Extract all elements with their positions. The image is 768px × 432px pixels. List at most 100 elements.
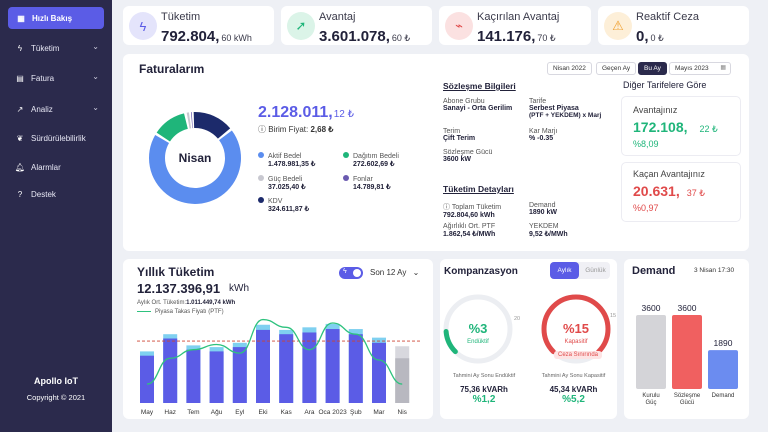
field-label: Kar Marjı [529, 128, 558, 135]
yearly-toggle[interactable]: ϟ [339, 267, 363, 279]
tab-monthly[interactable]: Aylık [550, 262, 579, 279]
ptf-legend-line [137, 310, 151, 313]
yearly-title: Yıllık Tüketim [137, 265, 215, 279]
chevron-down-icon: ⌄ [412, 268, 420, 277]
kpi-value: 3.601.078, 60 ₺ [319, 28, 410, 46]
legend-dot [258, 175, 264, 181]
tab-daily[interactable]: Günlük [585, 267, 606, 274]
monthly-average: Aylık Ort. Tüketim:1.011.449,74 kWh [137, 300, 235, 306]
kpi-value: 141.176, 70 ₺ [477, 28, 556, 46]
sidebar-item-label: Tüketim [31, 43, 60, 53]
x-tick-label: Haz [164, 409, 176, 416]
chevron-down-icon: ⌄ [92, 72, 99, 81]
legend-name: Fonlar [353, 176, 373, 183]
legend-dot [258, 197, 264, 203]
field-label: Ağırlıklı Ort. PTF [443, 223, 496, 230]
invoice-total-dec: 12 ₺ [333, 109, 355, 120]
x-tick-label: Tem [187, 409, 199, 416]
range-label: Son 12 Ay [370, 268, 407, 277]
period-date-picker[interactable]: Mayıs 2023 ▦ [669, 62, 731, 75]
advantage-value: 172.108, 22 ₺ [633, 119, 718, 137]
legend-dot [343, 152, 349, 158]
missed-pct: %0,97 [633, 203, 659, 213]
missed-label: Kaçan Avantajınız [633, 169, 705, 179]
demand-bar [672, 315, 702, 389]
sidebar-item-analysis[interactable]: ↗ Analiz ⌄ [0, 99, 112, 119]
period-last-month[interactable]: Geçen Ay [596, 62, 637, 75]
ptf-legend-label: Piyasa Takas Fiyatı (PTF) [155, 309, 224, 315]
contract-margin: Kar Marjı % -0.35 [529, 128, 609, 142]
donut-slice [149, 130, 241, 204]
ptf-line [146, 318, 403, 385]
warning-icon: ⚠︎ [604, 12, 632, 40]
contract-tariff: Tarife Serbest Piyasa (PTF + YEKDEM) x M… [529, 98, 619, 119]
x-tick-label: Nis [398, 409, 408, 416]
field-label: Terim [443, 128, 461, 135]
advantage-pct: %8,09 [633, 139, 659, 149]
sidebar-item-invoice[interactable]: ▤ Fatura ⌄ [0, 68, 112, 88]
chevron-down-icon: ⌄ [92, 42, 99, 51]
contract-title: Sözleşme Bilgileri [443, 81, 516, 91]
field-label: Toplam Tüketim [451, 204, 502, 211]
gauge-track [443, 294, 513, 364]
bolt-icon: ϟ [343, 268, 347, 275]
donut-slice [190, 112, 193, 129]
compensation-gauges: %3 Endüktif 20 %15 Kapasitif 15 [443, 294, 616, 364]
legend-value: 272.602,69 ₺ [353, 161, 395, 168]
info-icon: ⓘ [443, 204, 450, 211]
demand-card: Demand 3 Nisan 17:30 3600 Kurulu Güç 3600 Sö… [624, 259, 749, 419]
field-label: Sözleşme Gücü [443, 149, 493, 156]
legend-dot [258, 152, 264, 158]
compensation-title: Kompanzasyon [444, 266, 518, 277]
kpi-reactive-card: ⚠︎ Reaktif Ceza 0, 0 ₺ [598, 6, 749, 45]
details-yekdem: YEKDEM 9,52 ₺/MWh [529, 223, 609, 238]
donut-slice [156, 113, 188, 142]
consumption-bar [325, 329, 340, 403]
sidebar-item-label: Sürdürülebilirlik [31, 133, 86, 143]
invoice-total: 2.128.011,12 ₺ [258, 104, 354, 122]
legend-item: Güç Bedeli 37.025,40 ₺ [258, 175, 338, 191]
consumption-bar [186, 349, 201, 403]
copyright: Copyright © 2021 [26, 393, 86, 402]
kpi-value-main: 141.176, [477, 28, 536, 45]
sidebar-item-consumption[interactable]: ϟ Tüketim ⌄ [0, 38, 112, 58]
demand-title: Demand [632, 265, 676, 277]
invoice-donut-chart: Nisan [149, 112, 241, 204]
period-prev-year[interactable]: Nisan 2022 [547, 62, 592, 75]
yearly-consumption-chart: May Haz Tem Ağu Eyl Eki Kas Ara Oca 2023 Şub Mar Ni… [137, 318, 421, 416]
demand-bar-label: Demand [712, 393, 735, 399]
kpi-value-unit: 0 ₺ [650, 33, 664, 43]
yearly-range-select[interactable]: Son 12 Ay ⌄ [370, 268, 419, 277]
donut-center-label: Nisan [179, 151, 212, 165]
legend-name: Dağıtım Bedeli [353, 153, 399, 160]
legend-name: Aktif Bedel [268, 153, 302, 160]
unit-price: ⓘ Birim Fiyat: 2,68 ₺ [258, 124, 333, 135]
gauge-max: 20 [514, 316, 520, 322]
grid-icon: ▦ [17, 13, 25, 23]
demand-bar-value: 3600 [678, 303, 697, 313]
sidebar-item-sustainability[interactable]: ❦ Sürdürülebilirlik [0, 128, 112, 148]
sidebar-item-label: Analiz [31, 104, 53, 114]
details-total: ⓘ Toplam Tüketim 792.804,60 kWh [443, 202, 525, 219]
missed-value-main: 20.631, [633, 183, 680, 199]
field-value: 792.804,60 kWh [443, 212, 495, 219]
consumption-bar [232, 347, 247, 403]
toggle-knob [353, 269, 361, 277]
field-label: Abone Grubu [443, 98, 485, 105]
field-value: % -0.35 [529, 135, 554, 142]
sidebar-item-alarms[interactable]: 🔔︎ Alarmlar [0, 157, 112, 177]
period-this-month[interactable]: Bu Ay [638, 62, 667, 75]
demand-bar-label: Güç [645, 400, 656, 406]
penalty-badge: Ceza Sınırında [554, 351, 603, 359]
legend-name: Güç Bedeli [268, 176, 303, 183]
estimate-label: Tahmini Ay Sonu Endüktif [452, 373, 516, 379]
demand-bar [636, 315, 666, 389]
x-tick-label: May [141, 409, 154, 416]
legend-item: Aktif Bedel 1.478.981,35 ₺ [258, 152, 338, 168]
sidebar-item-support[interactable]: ? Destek [0, 184, 112, 204]
kpi-value-unit: 60 ₺ [391, 33, 411, 43]
unit-price-label: Birim Fiyat: [268, 125, 309, 134]
sidebar-item-quick-view[interactable]: ▦ Hızlı Bakış [8, 7, 104, 29]
estimate-label: Tahmini Ay Sonu Kapasitif [541, 373, 606, 379]
demand-bar-label: Kurulu [642, 393, 659, 399]
